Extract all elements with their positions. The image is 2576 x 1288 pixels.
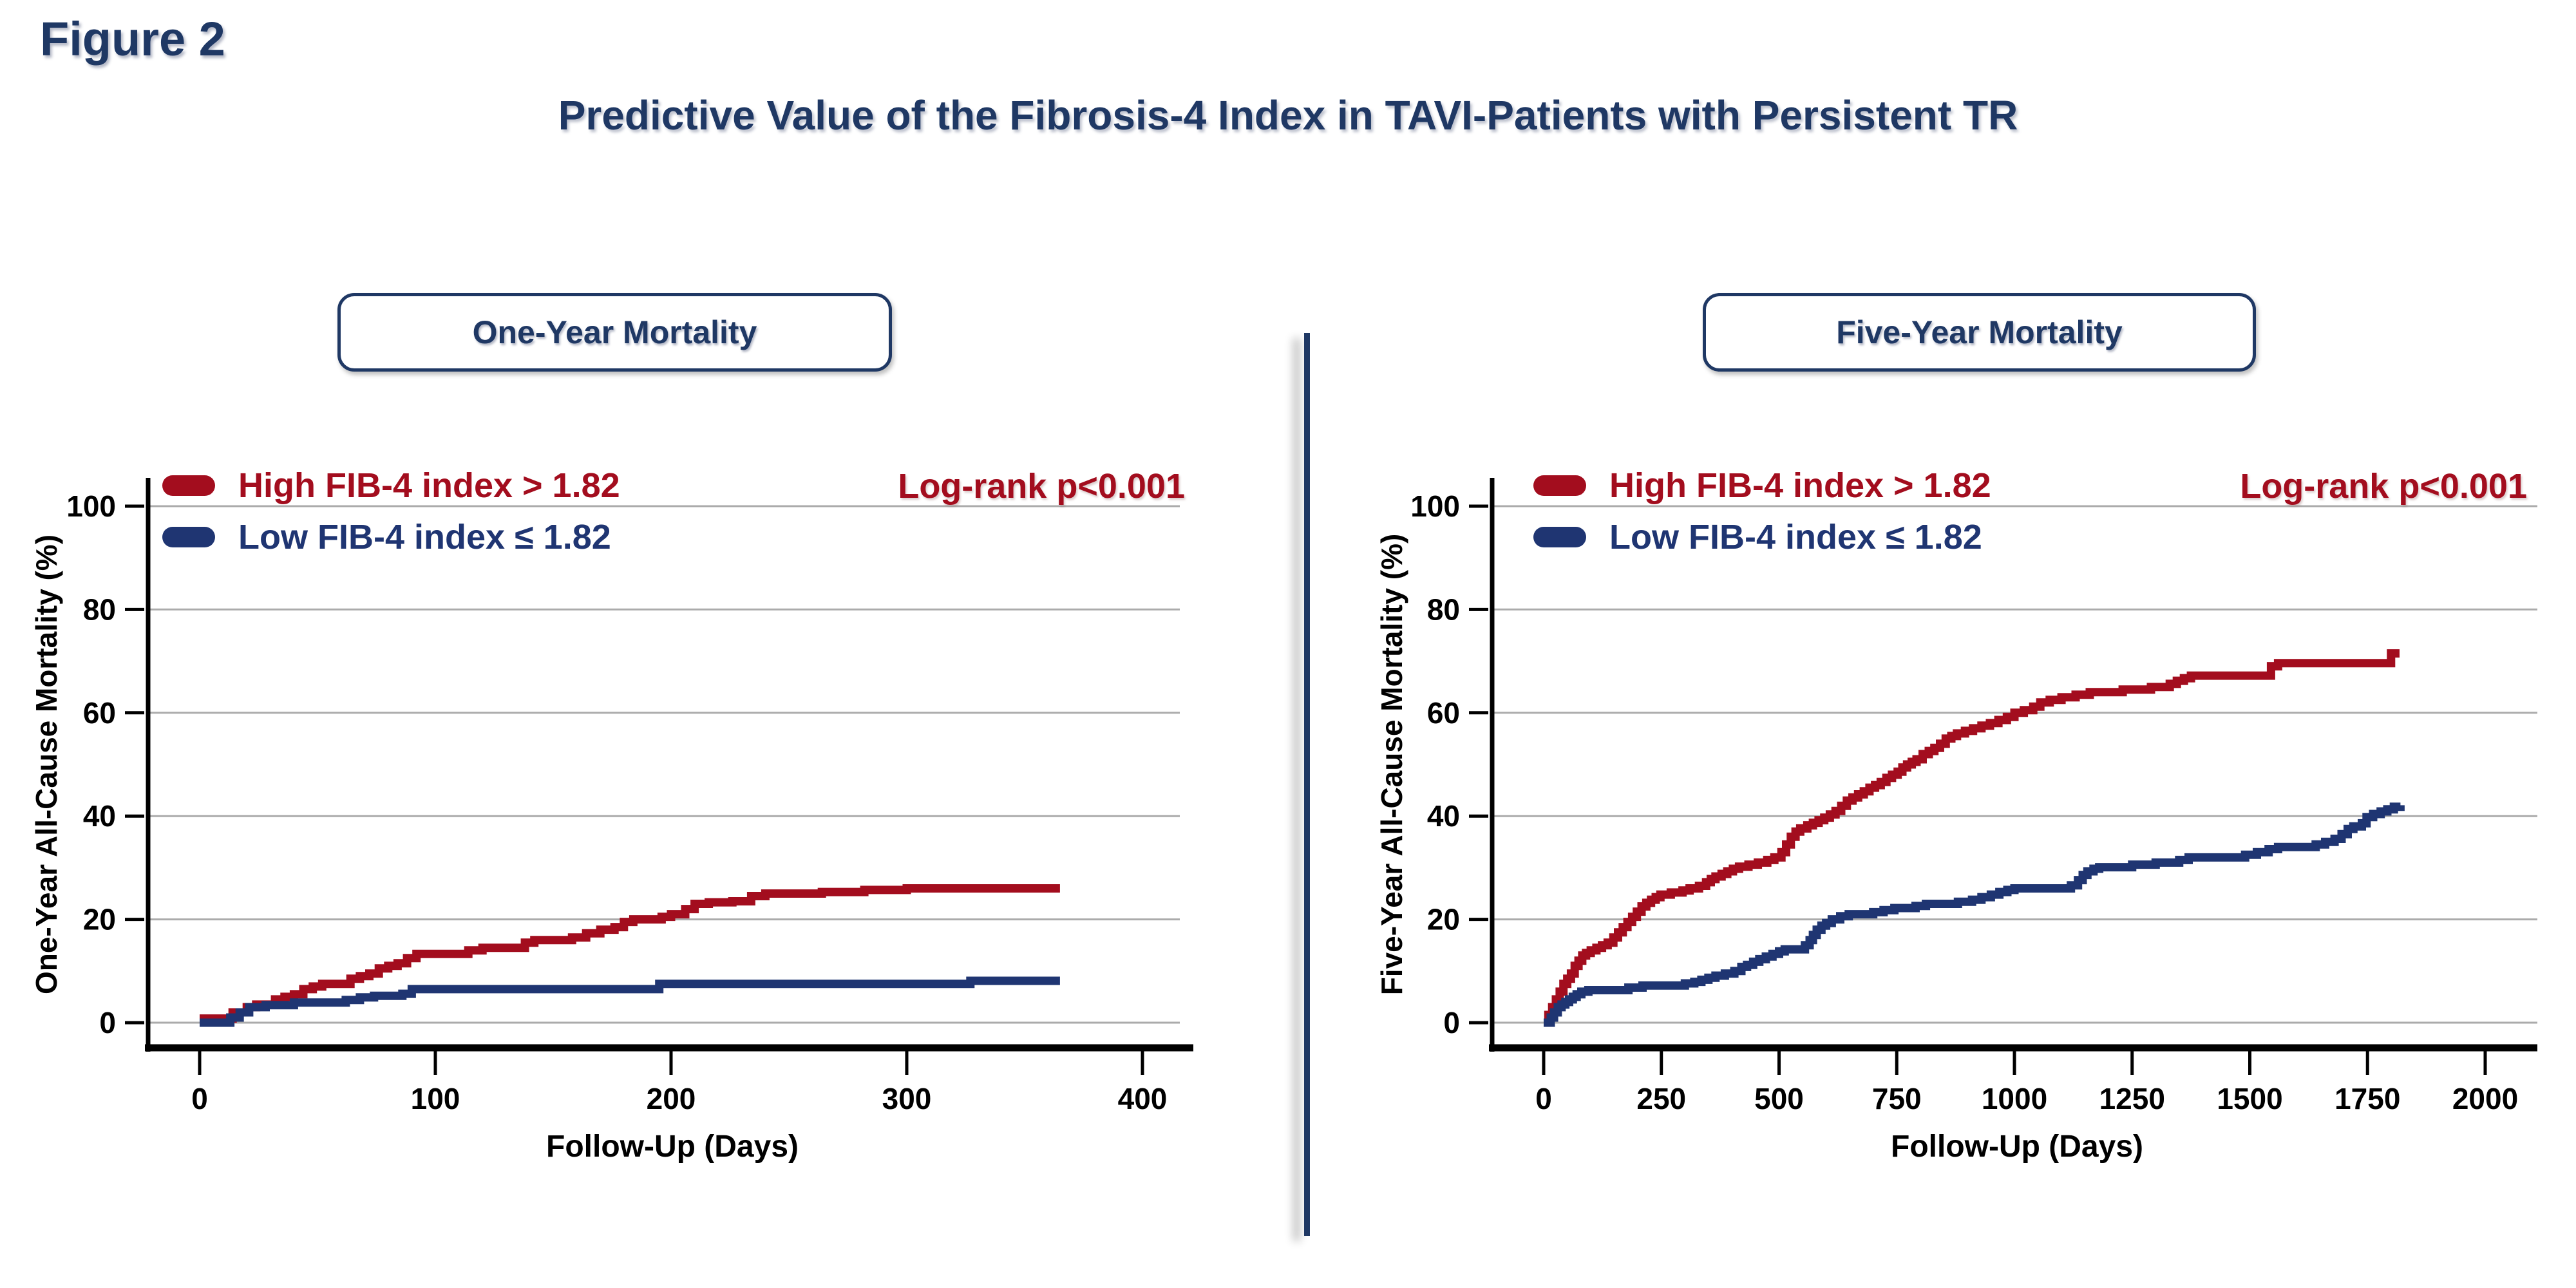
low-fib4-legend-label: Low FIB-4 index ≤ 1.82 (238, 518, 611, 556)
five-year-xtick-label-1000: 1000 (1982, 1082, 2047, 1115)
one-year-curve-low-fib4 (200, 976, 1060, 1027)
panel-header-one-year: One-Year Mortality (337, 293, 892, 372)
five-year-xtick-label-250: 250 (1636, 1082, 1686, 1115)
five-year-y-axis-title: Five-Year All-Cause Mortality (%) (1375, 534, 1408, 996)
high-fib4-legend-label: High FIB-4 index > 1.82 (238, 466, 620, 505)
five-year-xtick-label-1750: 1750 (2334, 1082, 2400, 1115)
five-year-curve-high-fib4 (1544, 649, 2400, 1027)
high-fib4-legend-label: High FIB-4 index > 1.82 (1609, 466, 1991, 505)
one-year-ytick-label-100: 100 (66, 489, 116, 523)
panel-header-one-year-label: One-Year Mortality (472, 314, 757, 350)
one-year-x-axis-title: Follow-Up (Days) (546, 1130, 799, 1164)
one-year-xtick-label-300: 300 (882, 1082, 932, 1115)
five-year-xtick-label-500: 500 (1754, 1082, 1804, 1115)
one-year-ytick-label-60: 60 (83, 696, 116, 730)
five-year-ytick-label-40: 40 (1427, 799, 1460, 833)
legend-item-low-fib4: Low FIB-4 index ≤ 1.82 (162, 518, 620, 556)
one-year-ytick-label-40: 40 (83, 799, 116, 833)
one-year-chart: 0 20 40 60 80 100 0 100 200 300 400 Follow-Up (Days… (30, 478, 1193, 1164)
figure-label: Figure 2 (40, 12, 225, 66)
five-year-ytick-label-0: 0 (1443, 1006, 1460, 1039)
five-year-curve-low-fib4 (1544, 802, 2405, 1027)
one-year-y-axis-title: One-Year All-Cause Mortality (%) (30, 535, 63, 994)
one-year-xtick-label-400: 400 (1118, 1082, 1168, 1115)
high-fib4-swatch-icon (1533, 475, 1586, 496)
legend-item-high-fib4: High FIB-4 index > 1.82 (162, 466, 620, 505)
one-year-ytick-label-80: 80 (83, 592, 116, 626)
legend-item-high-fib4: High FIB-4 index > 1.82 (1533, 466, 1991, 505)
one-year-xtick-label-0: 0 (191, 1082, 208, 1115)
panel-header-five-year: Five-Year Mortality (1703, 293, 2256, 372)
one-year-xtick-label-200: 200 (647, 1082, 696, 1115)
legend-one-year: High FIB-4 index > 1.82 Low FIB-4 index … (162, 466, 620, 556)
one-year-ytick-label-20: 20 (83, 903, 116, 936)
high-fib4-swatch-icon (162, 475, 215, 496)
five-year-xtick-label-0: 0 (1535, 1082, 1552, 1115)
five-year-ytick-label-20: 20 (1427, 903, 1460, 936)
legend-item-low-fib4: Low FIB-4 index ≤ 1.82 (1533, 518, 1991, 556)
one-year-ytick-label-0: 0 (99, 1006, 116, 1039)
panel-divider (1304, 333, 1310, 1236)
five-year-ytick-label-100: 100 (1410, 489, 1460, 523)
logrank-annotation-five-year: Log-rank p<0.001 (2240, 467, 2527, 506)
five-year-xtick-label-2000: 2000 (2452, 1082, 2518, 1115)
one-year-xtick-label-100: 100 (411, 1082, 460, 1115)
low-fib4-legend-label: Low FIB-4 index ≤ 1.82 (1609, 518, 1982, 556)
panel-header-five-year-label: Five-Year Mortality (1836, 314, 2123, 350)
five-year-ytick-label-60: 60 (1427, 696, 1460, 730)
logrank-annotation-one-year: Log-rank p<0.001 (898, 467, 1185, 506)
figure-title: Predictive Value of the Fibrosis-4 Index… (558, 92, 2018, 138)
five-year-x-axis-title: Follow-Up (Days) (1891, 1130, 2143, 1164)
low-fib4-swatch-icon (162, 527, 215, 547)
five-year-xtick-label-1500: 1500 (2217, 1082, 2282, 1115)
low-fib4-swatch-icon (1533, 527, 1586, 547)
five-year-ytick-label-80: 80 (1427, 592, 1460, 626)
one-year-curve-high-fib4 (200, 884, 1060, 1023)
five-year-xtick-label-1250: 1250 (2099, 1082, 2165, 1115)
five-year-xtick-label-750: 750 (1872, 1082, 1922, 1115)
legend-five-year: High FIB-4 index > 1.82 Low FIB-4 index … (1533, 466, 1991, 556)
